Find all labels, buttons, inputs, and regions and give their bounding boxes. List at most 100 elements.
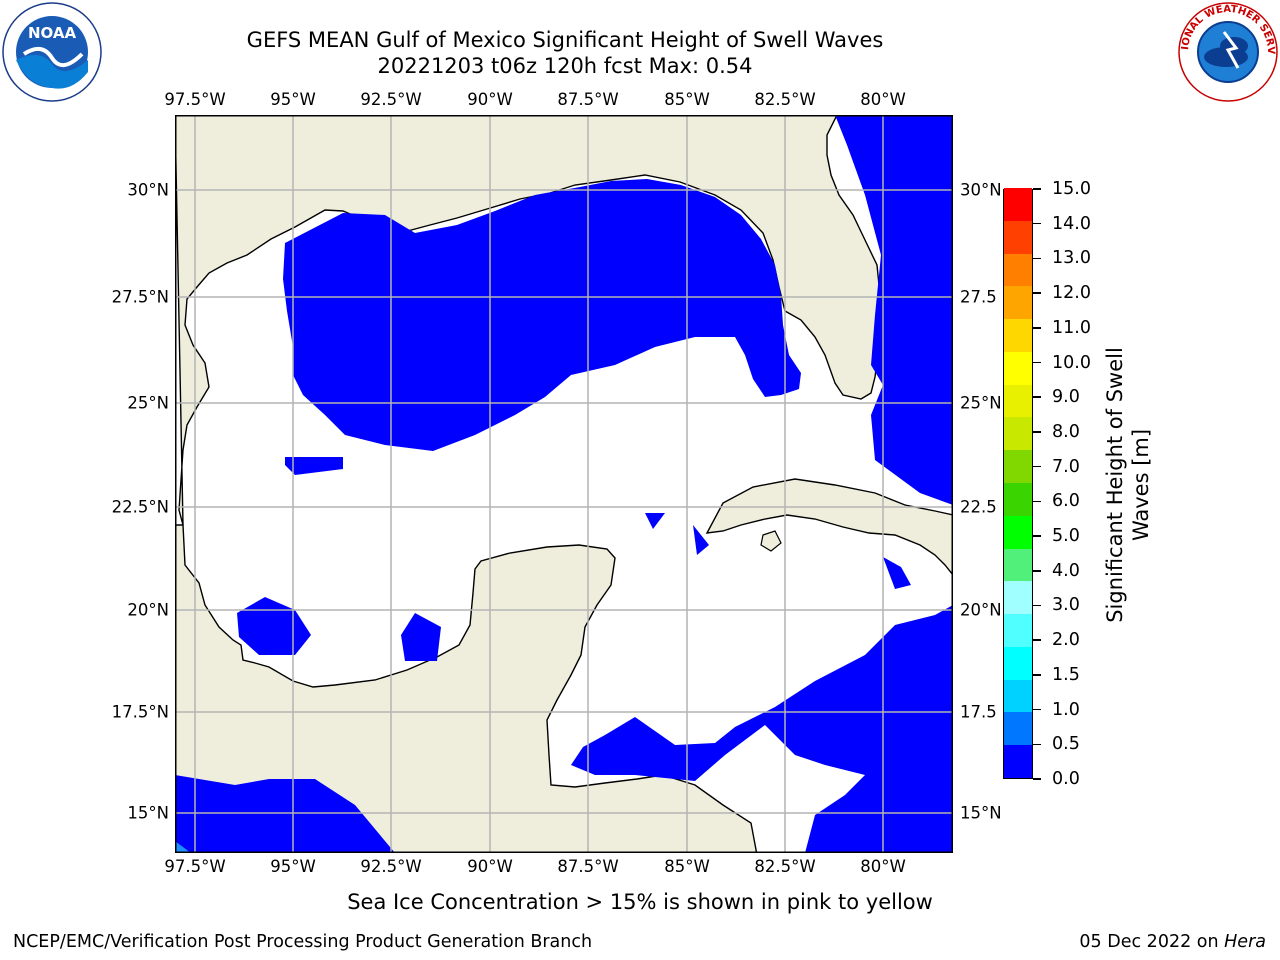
lon-label-top: 82.5°W xyxy=(754,90,816,109)
swell-small-3 xyxy=(883,557,911,589)
swell-northern-gulf xyxy=(283,179,801,451)
colorbar-segment xyxy=(1004,449,1032,483)
lon-label-bottom: 87.5°W xyxy=(557,857,619,876)
lon-label-top: 90°W xyxy=(467,90,513,109)
colorbar-tick-label: 3.0 xyxy=(1052,595,1080,616)
land-cuba xyxy=(705,478,953,577)
colorbar-title: Significant Height of Swell Waves [m] xyxy=(1102,347,1154,623)
swell-west-patch xyxy=(285,457,343,475)
colorbar-tick-label: 5.0 xyxy=(1052,526,1080,547)
svg-text:NOAA: NOAA xyxy=(28,24,77,42)
colorbar xyxy=(1003,187,1033,779)
colorbar-segment xyxy=(1004,613,1032,647)
lat-label-left: 20°N xyxy=(127,600,169,620)
lat-lon-grid xyxy=(175,115,953,853)
land-isle-of-youth xyxy=(760,530,782,552)
footer-date-text: 05 Dec 2022 on xyxy=(1079,932,1225,952)
colorbar-tick xyxy=(1033,292,1041,294)
swell-small-2 xyxy=(693,525,709,555)
colorbar-tick-label: 10.0 xyxy=(1052,352,1091,373)
gulf-of-mexico-map xyxy=(175,115,953,853)
lat-label-right: 30°N xyxy=(960,180,1002,200)
footer-date: 05 Dec 2022 on Hera xyxy=(1079,932,1266,952)
lon-label-bottom: 95°W xyxy=(270,857,316,876)
colorbar-tick-label: 2.0 xyxy=(1052,630,1080,651)
colorbar-segment xyxy=(1004,744,1032,778)
colorbar-segment xyxy=(1004,285,1032,320)
colorbar-tick-label: 0.0 xyxy=(1052,769,1080,789)
lat-label-right: 20°N xyxy=(960,600,1002,620)
colorbar-tick-label: 1.0 xyxy=(1052,699,1080,720)
chart-subtitle: 20221203 t06z 120h fcst Max: 0.54 xyxy=(377,54,753,78)
lon-label-top: 97.5°W xyxy=(164,90,226,109)
lon-label-bottom: 80°W xyxy=(860,857,906,876)
land-mexico-interior xyxy=(175,524,758,853)
lat-label-left: 17.5°N xyxy=(111,702,169,722)
colorbar-segment xyxy=(1004,187,1032,221)
colorbar-tick-label: 1.5 xyxy=(1052,664,1080,685)
lat-label-right: 22.5 xyxy=(960,497,997,517)
colorbar-tick xyxy=(1033,500,1041,503)
nws-logo: NATIONAL WEATHER SERVICE xyxy=(1174,0,1278,102)
lat-label-left: 30°N xyxy=(127,180,169,200)
colorbar-tick xyxy=(1033,535,1041,537)
colorbar-tick xyxy=(1033,431,1041,433)
colorbar-segment xyxy=(1004,220,1032,254)
colorbar-segment xyxy=(1004,711,1032,746)
swell-small-1 xyxy=(645,513,665,529)
lon-label-top: 85°W xyxy=(664,90,710,109)
colorbar-tick-label: 7.0 xyxy=(1052,456,1080,477)
colorbar-segment xyxy=(1004,482,1032,516)
colorbar-segment xyxy=(1004,580,1032,615)
colorbar-tick-label: 15.0 xyxy=(1052,179,1091,199)
lon-label-top: 92.5°W xyxy=(360,90,422,109)
colorbar-tick xyxy=(1033,674,1041,676)
lat-label-left: 27.5°N xyxy=(111,287,169,307)
colorbar-tick xyxy=(1033,465,1041,468)
sea-ice-note: Sea Ice Concentration > 15% is shown in … xyxy=(347,890,933,914)
swell-honduras-coast xyxy=(175,775,395,853)
colorbar-tick-label: 0.5 xyxy=(1052,734,1080,755)
colorbar-tick xyxy=(1033,257,1041,260)
colorbar-segment xyxy=(1004,416,1032,451)
colorbar-tick xyxy=(1033,570,1041,572)
colorbar-tick-label: 8.0 xyxy=(1052,421,1080,442)
lon-label-top: 87.5°W xyxy=(557,90,619,109)
colorbar-segment xyxy=(1004,318,1032,352)
colorbar-tick xyxy=(1033,778,1041,780)
lon-label-bottom: 85°W xyxy=(664,857,710,876)
lon-label-bottom: 90°W xyxy=(467,857,513,876)
lat-label-left: 22.5°N xyxy=(111,497,169,517)
colorbar-segment xyxy=(1004,646,1032,680)
colorbar-segment xyxy=(1004,351,1032,385)
swell-florida-atlantic xyxy=(835,115,953,505)
colorbar-tick xyxy=(1033,604,1041,607)
colorbar-tick xyxy=(1033,188,1041,190)
colorbar-tick-label: 12.0 xyxy=(1052,283,1091,304)
lat-label-right: 27.5 xyxy=(960,287,997,307)
lat-label-left: 15°N xyxy=(127,803,169,823)
colorbar-tick-label: 13.0 xyxy=(1052,248,1091,269)
colorbar-tick-label: 6.0 xyxy=(1052,491,1080,512)
swell-caribbean xyxy=(571,605,953,853)
lon-label-bottom: 97.5°W xyxy=(164,857,226,876)
colorbar-tick xyxy=(1033,327,1041,329)
colorbar-title-line1: Significant Height of Swell xyxy=(1103,347,1127,623)
lon-label-bottom: 92.5°W xyxy=(360,857,422,876)
footer-branch: NCEP/EMC/Verification Post Processing Pr… xyxy=(13,932,593,952)
lon-label-bottom: 82.5°W xyxy=(754,857,816,876)
colorbar-segment xyxy=(1004,548,1032,582)
lon-label-top: 80°W xyxy=(860,90,906,109)
colorbar-tick-label: 4.0 xyxy=(1052,560,1080,581)
colorbar-title-line2: Waves [m] xyxy=(1129,428,1153,542)
colorbar-tick xyxy=(1033,708,1041,711)
lat-label-left: 25°N xyxy=(127,393,169,413)
chart-title: GEFS MEAN Gulf of Mexico Significant Hei… xyxy=(246,28,884,52)
colorbar-segment xyxy=(1004,679,1032,713)
colorbar-tick xyxy=(1033,396,1041,398)
footer-machine: Hera xyxy=(1224,932,1266,952)
colorbar-tick-label: 11.0 xyxy=(1052,317,1091,338)
colorbar-tick xyxy=(1033,639,1041,641)
lat-label-right: 15°N xyxy=(960,803,1002,823)
swell-yucatan-east xyxy=(401,613,441,661)
